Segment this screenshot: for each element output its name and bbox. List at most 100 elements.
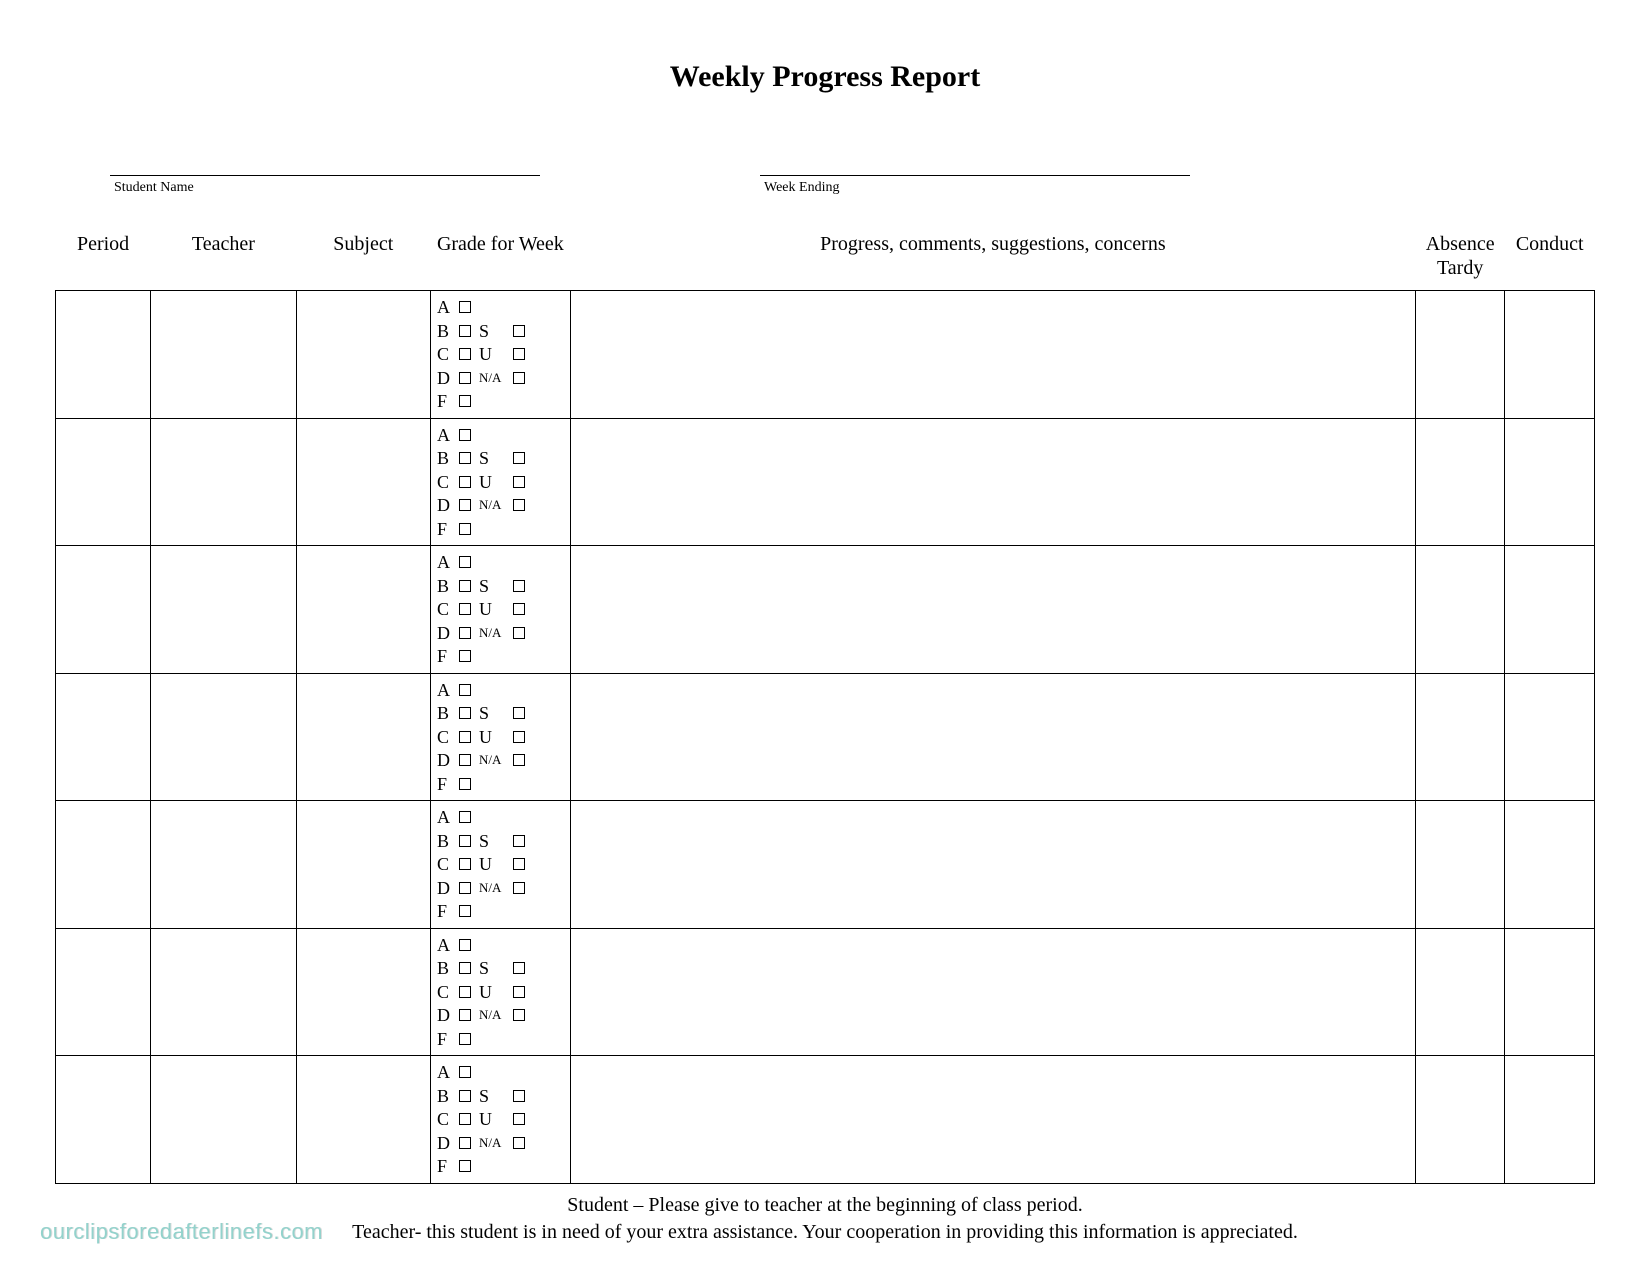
checkbox-icon[interactable] (459, 372, 471, 384)
checkbox-icon[interactable] (459, 452, 471, 464)
checkbox-icon[interactable] (459, 523, 471, 535)
cell-conduct[interactable] (1505, 673, 1595, 801)
cell-absence[interactable] (1415, 673, 1505, 801)
cell-absence[interactable] (1415, 928, 1505, 1056)
checkbox-icon[interactable] (513, 1009, 525, 1021)
cell-teacher[interactable] (151, 546, 297, 674)
cell-subject[interactable] (296, 673, 430, 801)
checkbox-icon[interactable] (513, 707, 525, 719)
cell-teacher[interactable] (151, 418, 297, 546)
checkbox-icon[interactable] (513, 1090, 525, 1102)
checkbox-icon[interactable] (513, 499, 525, 511)
cell-absence[interactable] (1415, 546, 1505, 674)
cell-conduct[interactable] (1505, 291, 1595, 419)
checkbox-icon[interactable] (459, 882, 471, 894)
week-ending-input-line[interactable] (760, 154, 1190, 176)
cell-subject[interactable] (296, 801, 430, 929)
cell-subject[interactable] (296, 546, 430, 674)
cell-subject[interactable] (296, 928, 430, 1056)
checkbox-icon[interactable] (459, 939, 471, 951)
checkbox-icon[interactable] (459, 731, 471, 743)
checkbox-icon[interactable] (459, 1113, 471, 1125)
checkbox-icon[interactable] (513, 348, 525, 360)
cell-progress[interactable] (570, 291, 1415, 419)
cell-subject[interactable] (296, 1056, 430, 1184)
checkbox-icon[interactable] (513, 580, 525, 592)
cell-absence[interactable] (1415, 291, 1505, 419)
cell-progress[interactable] (570, 418, 1415, 546)
cell-period[interactable] (56, 801, 151, 929)
checkbox-icon[interactable] (459, 301, 471, 313)
cell-conduct[interactable] (1505, 546, 1595, 674)
cell-period[interactable] (56, 928, 151, 1056)
checkbox-icon[interactable] (459, 499, 471, 511)
cell-progress[interactable] (570, 546, 1415, 674)
checkbox-icon[interactable] (459, 580, 471, 592)
cell-period[interactable] (56, 1056, 151, 1184)
checkbox-icon[interactable] (513, 962, 525, 974)
checkbox-icon[interactable] (459, 811, 471, 823)
cell-teacher[interactable] (151, 801, 297, 929)
checkbox-icon[interactable] (459, 627, 471, 639)
checkbox-icon[interactable] (459, 1033, 471, 1045)
cell-teacher[interactable] (151, 291, 297, 419)
checkbox-icon[interactable] (459, 395, 471, 407)
cell-teacher[interactable] (151, 673, 297, 801)
cell-teacher[interactable] (151, 1056, 297, 1184)
checkbox-icon[interactable] (513, 1113, 525, 1125)
checkbox-icon[interactable] (459, 778, 471, 790)
cell-period[interactable] (56, 418, 151, 546)
cell-progress[interactable] (570, 673, 1415, 801)
checkbox-icon[interactable] (513, 986, 525, 998)
checkbox-icon[interactable] (513, 858, 525, 870)
cell-progress[interactable] (570, 928, 1415, 1056)
checkbox-icon[interactable] (459, 603, 471, 615)
cell-subject[interactable] (296, 291, 430, 419)
checkbox-icon[interactable] (459, 556, 471, 568)
checkbox-icon[interactable] (459, 429, 471, 441)
student-name-input-line[interactable] (110, 154, 540, 176)
checkbox-icon[interactable] (459, 1137, 471, 1149)
cell-period[interactable] (56, 546, 151, 674)
checkbox-icon[interactable] (459, 707, 471, 719)
checkbox-icon[interactable] (459, 1090, 471, 1102)
checkbox-icon[interactable] (513, 452, 525, 464)
checkbox-icon[interactable] (459, 754, 471, 766)
checkbox-icon[interactable] (513, 731, 525, 743)
checkbox-icon[interactable] (459, 476, 471, 488)
checkbox-icon[interactable] (513, 627, 525, 639)
cell-conduct[interactable] (1505, 418, 1595, 546)
checkbox-icon[interactable] (459, 684, 471, 696)
checkbox-icon[interactable] (513, 882, 525, 894)
cell-progress[interactable] (570, 1056, 1415, 1184)
cell-conduct[interactable] (1505, 1056, 1595, 1184)
checkbox-icon[interactable] (459, 650, 471, 662)
cell-conduct[interactable] (1505, 928, 1595, 1056)
checkbox-icon[interactable] (513, 372, 525, 384)
checkbox-icon[interactable] (459, 1009, 471, 1021)
checkbox-icon[interactable] (459, 1066, 471, 1078)
cell-absence[interactable] (1415, 418, 1505, 546)
cell-teacher[interactable] (151, 928, 297, 1056)
cell-period[interactable] (56, 673, 151, 801)
checkbox-icon[interactable] (459, 325, 471, 337)
cell-conduct[interactable] (1505, 801, 1595, 929)
cell-subject[interactable] (296, 418, 430, 546)
checkbox-icon[interactable] (459, 962, 471, 974)
checkbox-icon[interactable] (513, 476, 525, 488)
checkbox-icon[interactable] (513, 325, 525, 337)
checkbox-icon[interactable] (459, 835, 471, 847)
checkbox-icon[interactable] (459, 348, 471, 360)
cell-absence[interactable] (1415, 1056, 1505, 1184)
checkbox-icon[interactable] (513, 754, 525, 766)
checkbox-icon[interactable] (459, 905, 471, 917)
cell-absence[interactable] (1415, 801, 1505, 929)
checkbox-icon[interactable] (513, 1137, 525, 1149)
cell-period[interactable] (56, 291, 151, 419)
checkbox-icon[interactable] (513, 603, 525, 615)
checkbox-icon[interactable] (459, 858, 471, 870)
checkbox-icon[interactable] (513, 835, 525, 847)
checkbox-icon[interactable] (459, 986, 471, 998)
checkbox-icon[interactable] (459, 1160, 471, 1172)
cell-progress[interactable] (570, 801, 1415, 929)
